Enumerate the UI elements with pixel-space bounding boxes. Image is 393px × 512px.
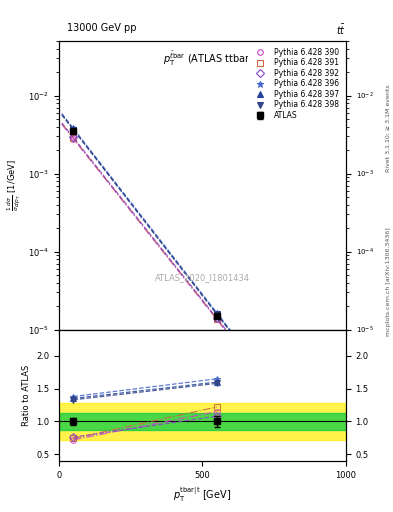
Bar — [59, 413, 346, 430]
Legend: Pythia 6.428 390, Pythia 6.428 391, Pythia 6.428 392, Pythia 6.428 396, Pythia 6: Pythia 6.428 390, Pythia 6.428 391, Pyth… — [248, 45, 342, 123]
Line: Pythia 6.428 398: Pythia 6.428 398 — [70, 127, 220, 317]
Pythia 6.428 390 — [71, 136, 75, 142]
Pythia 6.428 396 — [71, 125, 75, 132]
Text: $t\bar{t}$: $t\bar{t}$ — [336, 23, 346, 37]
Bar — [59, 403, 346, 440]
Text: $p_\mathrm{T}^{\bar{t}\mathrm{bar}}$ (ATLAS ttbar): $p_\mathrm{T}^{\bar{t}\mathrm{bar}}$ (AT… — [163, 50, 253, 68]
Text: 13000 GeV pp: 13000 GeV pp — [67, 23, 136, 33]
Pythia 6.428 392 — [71, 134, 75, 140]
Pythia 6.428 391 — [215, 315, 219, 322]
Line: Pythia 6.428 397: Pythia 6.428 397 — [70, 126, 220, 316]
Pythia 6.428 397 — [71, 126, 75, 132]
Pythia 6.428 396 — [215, 310, 219, 316]
Text: mcplots.cern.ch [arXiv:1306.3436]: mcplots.cern.ch [arXiv:1306.3436] — [386, 227, 391, 336]
Line: Pythia 6.428 391: Pythia 6.428 391 — [70, 135, 220, 322]
Pythia 6.428 398 — [215, 311, 219, 317]
Y-axis label: $\frac{1}{\sigma}\frac{d\sigma}{dp_T}$ [1/GeV]: $\frac{1}{\sigma}\frac{d\sigma}{dp_T}$ [… — [6, 159, 22, 211]
Line: Pythia 6.428 396: Pythia 6.428 396 — [70, 125, 220, 316]
Pythia 6.428 390 — [215, 316, 219, 323]
Line: Pythia 6.428 392: Pythia 6.428 392 — [70, 135, 220, 321]
X-axis label: $p^{\mathrm{tbar|t}}_\mathrm{T}$ [GeV]: $p^{\mathrm{tbar|t}}_\mathrm{T}$ [GeV] — [173, 485, 231, 504]
Pythia 6.428 392 — [215, 315, 219, 321]
Text: Rivet 3.1.10; ≥ 3.1M events: Rivet 3.1.10; ≥ 3.1M events — [386, 84, 391, 172]
Pythia 6.428 391 — [71, 135, 75, 141]
Pythia 6.428 398 — [71, 126, 75, 133]
Text: ATLAS_2020_I1801434: ATLAS_2020_I1801434 — [155, 273, 250, 282]
Line: Pythia 6.428 390: Pythia 6.428 390 — [70, 136, 220, 322]
Pythia 6.428 397 — [215, 311, 219, 317]
Y-axis label: Ratio to ATLAS: Ratio to ATLAS — [22, 365, 31, 426]
